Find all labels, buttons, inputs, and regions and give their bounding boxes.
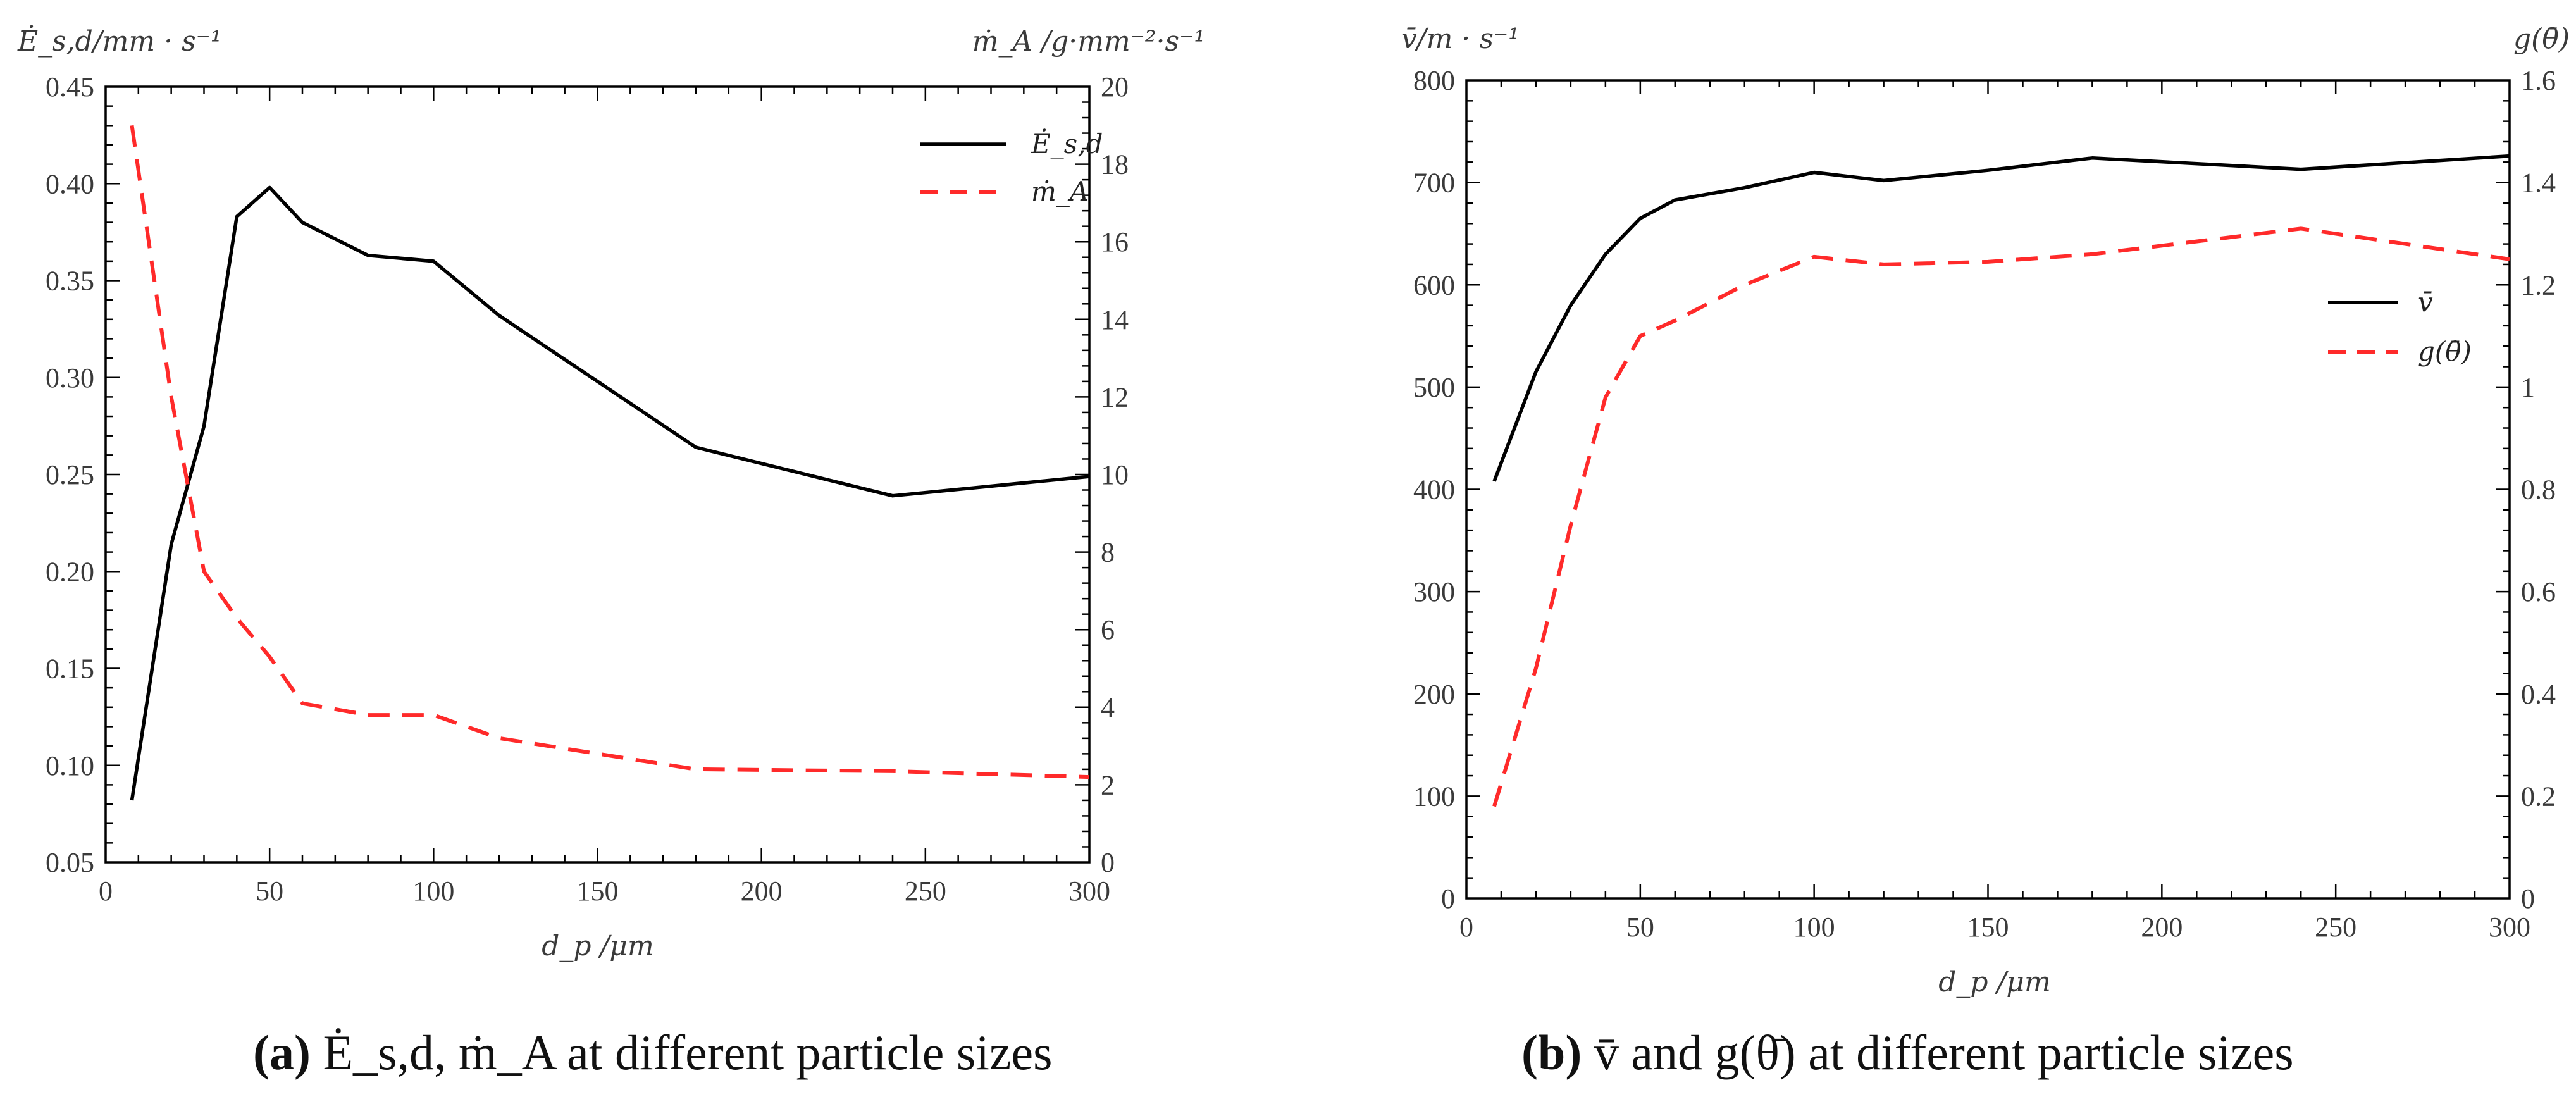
chart-a-legend-label: Ė_s,d: [1031, 128, 1103, 159]
chart-b-caption-text: v̄ and g(θ̄) at different particle sizes: [1582, 1025, 2293, 1080]
chart-b-plot-frame: [1465, 79, 2511, 900]
chart-a-left-tick-label: 0.20: [46, 556, 94, 587]
chart-a-x-tick-label: 150: [577, 876, 619, 907]
chart-a-right-tick-label: 16: [1101, 226, 1129, 257]
chart-a-right-axis-title: ṁ_A /g·mm⁻²·s⁻¹: [972, 25, 1205, 58]
chart-a-series-solid-line: [130, 185, 1090, 801]
chart-b-left-tick-label: 700: [1413, 168, 1455, 199]
chart-a-right-tick-label: 20: [1101, 71, 1129, 102]
chart-a-caption-label: (a): [253, 1025, 311, 1080]
chart-a: 0 50 100 150 200 250 3000.050.100.150.200.250.…: [17, 24, 1205, 1080]
chart-b-x-tick-label: 50: [1626, 912, 1654, 943]
chart-a-left-tick-label: 0.40: [46, 168, 94, 199]
chart-a-left-tick-label: 0.25: [46, 459, 94, 490]
chart-a-x-tick-label: 100: [412, 876, 454, 907]
chart-b-right-tick-label: 0.8: [2521, 474, 2556, 505]
chart-a-x-tick-label: 200: [741, 876, 783, 907]
chart-a-right-tick-label: 2: [1101, 769, 1115, 800]
chart-a-right-tick-label: 8: [1101, 537, 1115, 568]
chart-b-right-tick-label: 1.2: [2521, 270, 2556, 301]
chart-b-caption-label: (b): [1521, 1025, 1582, 1080]
chart-a-right-tick-label: 12: [1101, 381, 1129, 412]
chart-b-x-tick-label: 200: [2141, 912, 2183, 943]
chart-b-left-tick-label: 400: [1413, 474, 1455, 505]
chart-b-x-axis-title: d_p /μm: [1938, 966, 2050, 998]
chart-a-legend: Ė_s,d ṁ_A: [920, 128, 1103, 207]
chart-b-series-solid-line: [1492, 154, 2510, 482]
chart-b-axes: 0 50 100 150 200 250 3000100200300400500600700…: [1413, 65, 2556, 943]
chart-a-left-tick-label: 0.35: [46, 266, 94, 297]
chart-a-right-tick-label: 10: [1101, 459, 1129, 490]
chart-a-left-tick-label: 0.30: [46, 363, 94, 394]
chart-a-left-axis-title: Ė_s,d/mm · s⁻¹: [17, 24, 222, 58]
chart-b-right-tick-label: 1: [2521, 372, 2535, 403]
chart-a-x-tick-label: 250: [905, 876, 946, 907]
chart-a-legend-label: ṁ_A: [1031, 176, 1089, 207]
chart-a-left-tick-label: 0.05: [46, 847, 94, 878]
chart-b-series-dashed-line: [1492, 226, 2510, 807]
chart-b-left-tick-label: 500: [1413, 372, 1455, 403]
chart-b-right-tick-label: 0: [2521, 883, 2535, 914]
chart-a-right-tick-label: 6: [1101, 614, 1115, 645]
chart-a-right-tick-label: 18: [1101, 149, 1129, 180]
chart-b-x-tick-label: 300: [2489, 912, 2530, 943]
chart-b-left-tick-label: 200: [1413, 679, 1455, 710]
chart-b-left-tick-label: 0: [1441, 883, 1455, 914]
chart-b-right-tick-label: 0.6: [2521, 576, 2556, 607]
chart-a-axes: 0 50 100 150 200 250 3000.050.100.150.200.250.…: [46, 71, 1129, 907]
chart-a-right-tick-label: 4: [1101, 692, 1115, 723]
chart-a-series-dashed-line: [130, 125, 1090, 779]
chart-b-right-tick-label: 0.4: [2521, 679, 2556, 710]
chart-a-caption: (a) Ė_s,d, ṁ_A at different particle siz…: [253, 1025, 1053, 1080]
chart-a-x-tick-label: 0: [99, 876, 113, 907]
chart-a-series: [130, 125, 1090, 801]
chart-a-caption-text: Ė_s,d, ṁ_A at different particle sizes: [311, 1025, 1053, 1080]
chart-b-legend-label: v̄: [2418, 287, 2433, 318]
chart-b-right-axis-title: g(θ̄): [2513, 23, 2570, 55]
chart-b-right-tick-label: 1.4: [2521, 168, 2556, 199]
chart-b-series: [1492, 154, 2510, 807]
chart-b-left-tick-label: 100: [1413, 781, 1455, 812]
chart-a-right-tick-label: 0: [1101, 847, 1115, 878]
chart-a-left-tick-label: 0.45: [46, 71, 94, 102]
chart-b-left-tick-label: 800: [1413, 65, 1455, 96]
chart-b-x-tick-label: 250: [2315, 912, 2356, 943]
chart-b-left-tick-label: 300: [1413, 576, 1455, 607]
chart-b-left-tick-label: 600: [1413, 270, 1455, 301]
chart-a-x-axis-title: d_p /μm: [542, 930, 653, 962]
chart-a-x-tick-label: 50: [256, 876, 283, 907]
chart-b-x-tick-label: 0: [1459, 912, 1473, 943]
chart-a-left-tick-label: 0.10: [46, 750, 94, 781]
chart-a-x-tick-label: 300: [1068, 876, 1110, 907]
chart-b: 0 50 100 150 200 250 3000100200300400500600700…: [1401, 23, 2570, 1080]
chart-a-right-tick-label: 14: [1101, 304, 1129, 335]
chart-b-left-axis-title: v̄/m · s⁻¹: [1401, 23, 1520, 55]
chart-b-legend: v̄ g(θ̄): [2328, 287, 2472, 367]
chart-b-x-tick-label: 150: [1967, 912, 2009, 943]
chart-b-caption: (b) v̄ and g(θ̄) at different particle s…: [1521, 1025, 2294, 1080]
chart-b-right-tick-label: 0.2: [2521, 781, 2556, 812]
chart-b-right-tick-label: 1.6: [2521, 65, 2556, 96]
chart-b-legend-label: g(θ̄): [2418, 336, 2472, 367]
chart-a-left-tick-label: 0.15: [46, 654, 94, 685]
chart-b-x-tick-label: 100: [1793, 912, 1835, 943]
